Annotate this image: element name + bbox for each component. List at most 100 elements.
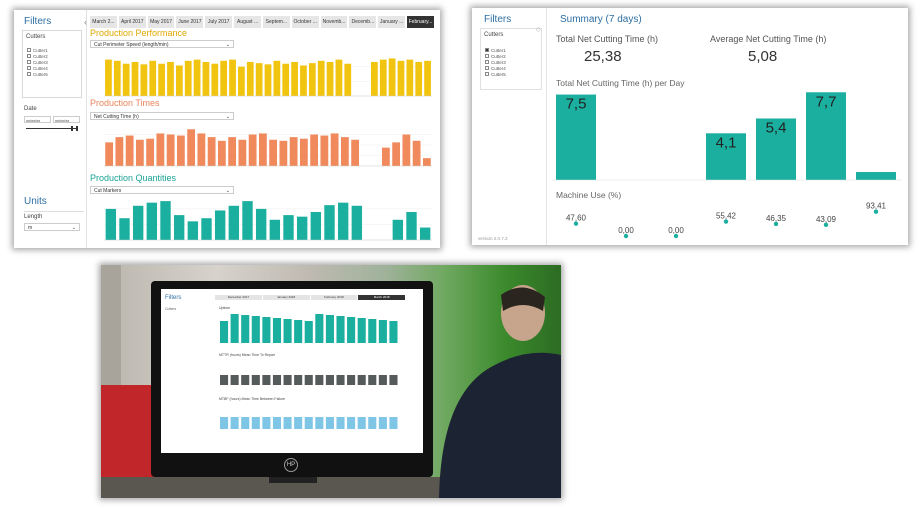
cutter-option[interactable]: Cutter3	[27, 59, 48, 65]
checkbox[interactable]	[485, 72, 489, 76]
cutter-option[interactable]: Cutter2	[485, 53, 506, 59]
month-tab[interactable]: February...	[407, 16, 434, 28]
month-tab[interactable]: Novemb...	[320, 16, 348, 28]
screen-cutters-label: Cutters	[165, 307, 177, 311]
cutters-label: Cutters	[484, 32, 504, 38]
screen-bar	[378, 375, 387, 385]
monitor: Filters Cutters December 2017 January 201…	[151, 281, 433, 477]
month-tab[interactable]: January ...	[378, 16, 406, 28]
average-net-cutting-time-label: Average Net Cutting Time (h)	[710, 34, 827, 44]
production-dashboard-panel: Filters Cutters Cutter1 Cutter2 Cutter3 Cut…	[14, 10, 440, 248]
bar	[402, 134, 411, 166]
date-from-input[interactable]: xx/xx/xx	[24, 116, 51, 123]
date-range: xx/xx/xx xx/xx/xx	[24, 116, 80, 123]
screen-bar	[272, 417, 282, 429]
bar	[125, 135, 134, 166]
times-metric-dropdown[interactable]: Net Cutting Time (h) ⌄	[90, 112, 234, 120]
screen-mtbf-chart	[220, 417, 398, 429]
bar	[187, 221, 199, 240]
checkbox[interactable]	[27, 60, 31, 64]
checkbox[interactable]	[485, 54, 489, 58]
cutter-label: Cutter5	[33, 71, 48, 77]
eraser-icon[interactable]: ◇	[536, 27, 541, 33]
chevron-left-icon[interactable]: ‹	[84, 17, 87, 27]
date-slider[interactable]	[26, 126, 78, 131]
cutter-option[interactable]: Cutter5	[27, 71, 48, 77]
screen-bar	[336, 316, 345, 343]
machine-use-point	[573, 221, 579, 226]
production-performance-title: Production Performance	[90, 28, 188, 38]
cutter-option[interactable]: Cutter3	[485, 59, 506, 65]
checkbox[interactable]	[485, 66, 489, 70]
performance-metric-value: Cut Perimeter Speed (length/min)	[94, 42, 169, 48]
cutter-option[interactable]: Cutter4	[485, 65, 506, 71]
screen-tab[interactable]: December 2017	[215, 295, 262, 300]
month-tab[interactable]: August ...	[234, 16, 261, 28]
bar	[193, 59, 201, 96]
cutter-option[interactable]: Cutter2	[27, 53, 48, 59]
bar	[320, 135, 329, 166]
per-day-chart-title: Total Net Cutting Time (h) per Day	[556, 78, 685, 88]
bar	[246, 61, 254, 96]
screen-bar	[378, 320, 387, 343]
month-tab[interactable]: October ...	[291, 16, 319, 28]
screen-bar	[347, 375, 356, 385]
day-bar	[556, 94, 596, 180]
cutter-option[interactable]: Cutter1	[27, 47, 48, 53]
month-tab[interactable]: May 2017	[147, 16, 175, 28]
bar	[424, 60, 431, 96]
screen-bar	[241, 375, 250, 385]
screen-bar	[389, 417, 398, 429]
checkbox[interactable]	[27, 66, 31, 70]
checkbox[interactable]	[27, 72, 31, 76]
month-tab[interactable]: March 2...	[90, 16, 117, 28]
bar	[201, 218, 212, 240]
screen-uptime-title: Uptime	[219, 306, 231, 310]
quantities-metric-dropdown[interactable]: Cut Markers ⌄	[90, 186, 234, 194]
bar	[113, 60, 121, 96]
screen-tab[interactable]: February 2018	[310, 295, 358, 300]
bar	[283, 215, 294, 240]
month-tab[interactable]: Decemb...	[349, 16, 377, 28]
screen-filters-title: Filters	[165, 295, 182, 301]
cutter-option[interactable]: Cutter4	[27, 65, 48, 71]
summary-title: Summary (7 days)	[560, 14, 642, 25]
bar	[381, 147, 390, 166]
checkbox[interactable]	[27, 48, 31, 52]
bar	[158, 63, 165, 96]
month-tab[interactable]: June 2017	[176, 16, 204, 28]
screen-tab[interactable]: January 2018	[262, 295, 310, 300]
checkbox[interactable]	[485, 60, 489, 64]
filter-sidebar: Filters Cutters Cutter1 Cutter2 Cutter3 Cut…	[472, 8, 547, 245]
screen-tab[interactable]: March 2018	[358, 295, 405, 300]
machine-use-point	[623, 233, 629, 239]
cutter-option[interactable]: Cutter1	[485, 47, 506, 53]
bar	[279, 140, 288, 166]
machine-use-title: Machine Use (%)	[556, 190, 622, 200]
length-select[interactable]: m ⌄	[24, 223, 80, 231]
month-tab[interactable]: April 2017	[118, 16, 146, 28]
month-tabs: March 2... April 2017 May 2017 June 2017 Jul…	[90, 16, 434, 28]
screen-bar	[357, 417, 366, 429]
machine-use-point	[823, 222, 829, 227]
month-tab[interactable]: Septem...	[262, 16, 290, 28]
chevron-down-icon: ⌄	[71, 225, 76, 231]
screen-bar	[368, 375, 377, 385]
checkbox[interactable]	[27, 54, 31, 58]
bar	[406, 59, 414, 96]
date-to-input[interactable]: xx/xx/xx	[53, 116, 80, 123]
date-slider-handle-2[interactable]	[71, 126, 73, 131]
screen-bar	[315, 375, 324, 385]
bar	[300, 65, 307, 96]
cutters-slicer: Cutters Cutter1 Cutter2 Cutter3 Cutter4 Cutt…	[480, 28, 542, 90]
date-slider-handle[interactable]	[76, 126, 78, 131]
performance-metric-dropdown[interactable]: Cut Perimeter Speed (length/min) ⌄	[90, 40, 234, 48]
cutter-label: Cutter4	[491, 65, 506, 71]
screen-bar	[220, 417, 229, 429]
month-tab[interactable]: July 2017	[205, 16, 233, 28]
bar	[406, 212, 417, 240]
bar	[422, 158, 431, 166]
checkbox[interactable]	[485, 48, 489, 52]
cutter-option[interactable]: Cutter5	[485, 71, 506, 77]
units-title: Units	[24, 196, 47, 207]
